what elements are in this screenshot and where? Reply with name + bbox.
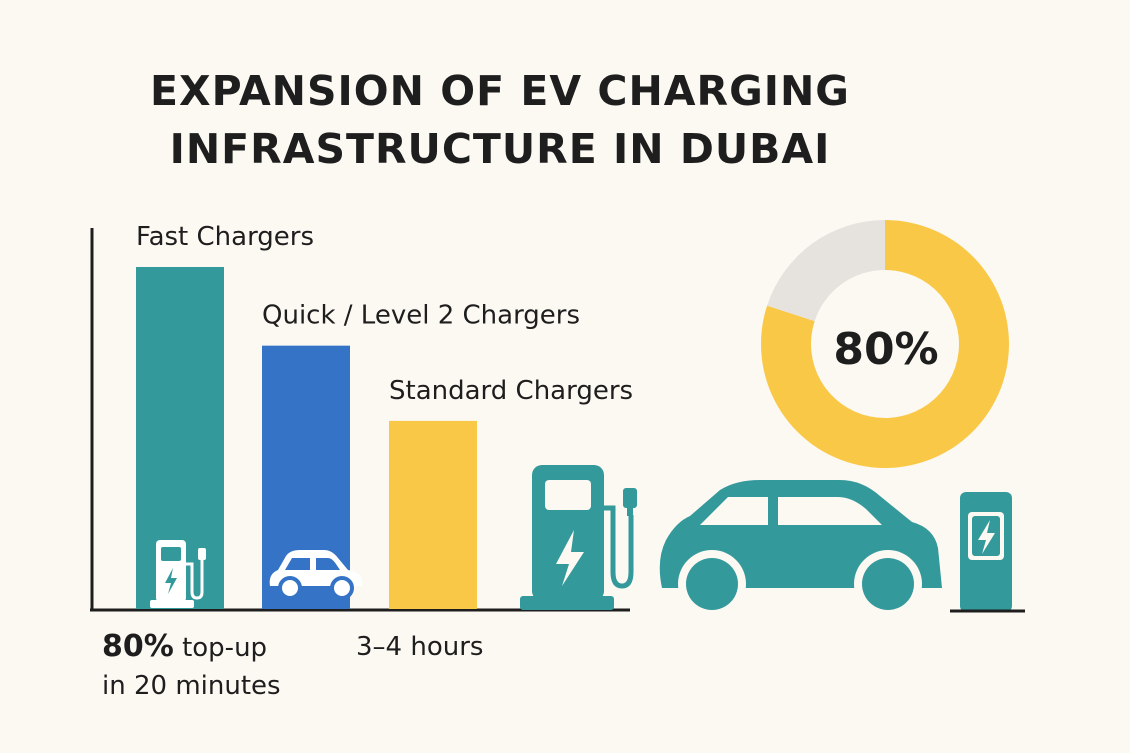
bar-label-quick-level-2-chargers: Quick / Level 2 Chargers: [262, 301, 580, 331]
donut-slice-80: [760, 220, 1009, 468]
fast-charging-value: 80%: [102, 629, 174, 664]
car-icon: [269, 550, 362, 600]
fast-charging-text-2: in 20 minutes: [102, 671, 281, 701]
charging-pillar-icon: [960, 492, 1012, 612]
donut-center-label: 80%: [833, 324, 938, 375]
standard-charging-text: 3–4 hours: [356, 632, 484, 662]
bar-label-standard-chargers: Standard Chargers: [389, 376, 633, 406]
chart-title: EXPANSION OF EV CHARGING INFRASTRUCTURE …: [0, 62, 1000, 178]
chart-title-line-1: EXPANSION OF EV CHARGING: [150, 67, 850, 115]
standard-charging-caption: 3–4 hours: [356, 628, 483, 666]
charging-station-icon: [150, 540, 206, 608]
donut-chart: [760, 220, 1009, 468]
chart-title-line-2: INFRASTRUCTURE IN DUBAI: [169, 125, 831, 173]
car-icon: [659, 480, 942, 618]
bar-label-fast-chargers: Fast Chargers: [136, 222, 314, 252]
bar-labels-group: Fast Chargers Quick / Level 2 Chargers Sta…: [136, 222, 633, 406]
bar-standard-chargers: [389, 420, 477, 609]
fast-charging-caption: 80% top-up in 20 minutes: [102, 628, 281, 705]
lightning-bolt-icon: [556, 530, 584, 586]
charging-station-icon: [520, 465, 637, 610]
donut-slice-remainder: [767, 220, 885, 322]
fast-charging-text-1: top-up: [182, 633, 268, 663]
